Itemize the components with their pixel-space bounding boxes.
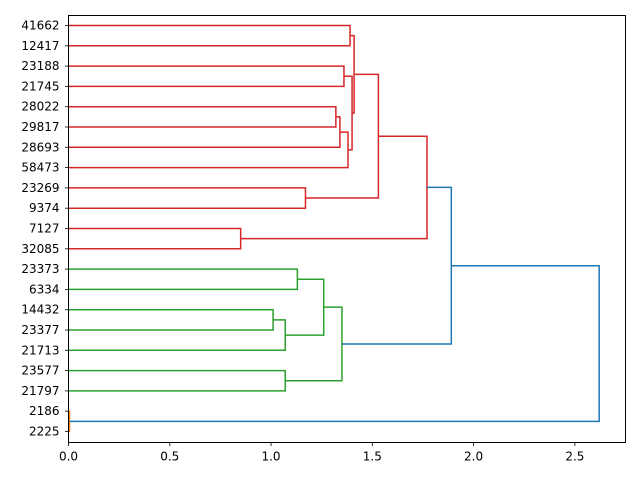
- leaf-label: 21713: [21, 343, 59, 357]
- x-tick-label: 1.5: [363, 450, 382, 464]
- dendrogram-link: [68, 268, 299, 291]
- dendrogram-link: [240, 135, 428, 240]
- leaf-label: 21797: [21, 384, 59, 398]
- leaf-label: 2225: [29, 425, 60, 439]
- dendrogram-links: [68, 24, 600, 433]
- dendrogram-link: [285, 306, 343, 382]
- leaf-label: 9374: [29, 201, 60, 215]
- plot-frame: [68, 15, 626, 443]
- x-axis: 0.0 0.5 1.0 1.5 2.0 2.5: [59, 442, 584, 464]
- dendrogram-link: [68, 410, 71, 433]
- leaf-label: 28022: [21, 100, 59, 114]
- leaf-label: 14432: [21, 303, 59, 317]
- leaf-labels: 41662 12417 23188 21745 28022 29817 28693 58473…: [21, 19, 69, 439]
- dendrogram-link: [285, 278, 325, 336]
- x-tick-label: 0.0: [59, 450, 78, 464]
- dendrogram-link: [350, 34, 355, 114]
- leaf-label: 6334: [29, 282, 60, 296]
- dendrogram-link: [69, 264, 600, 423]
- dendrogram-link: [68, 187, 307, 209]
- leaf-label: 23269: [21, 181, 59, 195]
- leaf-label: 32085: [21, 242, 59, 256]
- leaf-label: 23377: [21, 323, 59, 337]
- leaf-label: 12417: [21, 39, 59, 53]
- x-tick-label: 1.0: [261, 450, 280, 464]
- leaf-label: 58473: [21, 161, 59, 175]
- leaf-label: 7127: [29, 222, 60, 236]
- x-tick-label: 2.5: [565, 450, 584, 464]
- x-tick-label: 0.5: [160, 450, 179, 464]
- x-tick-label: 2.0: [464, 450, 483, 464]
- leaf-label: 29817: [21, 120, 59, 134]
- leaf-label: 21745: [21, 79, 59, 93]
- leaf-label: 23188: [21, 59, 59, 73]
- leaf-label: 23577: [21, 364, 59, 378]
- leaf-label: 28693: [21, 140, 59, 154]
- dendrogram-link: [68, 24, 351, 47]
- leaf-label: 23373: [21, 262, 59, 276]
- leaf-label: 41662: [21, 19, 59, 33]
- leaf-label: 2186: [29, 404, 60, 418]
